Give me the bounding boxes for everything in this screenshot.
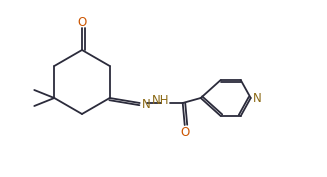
Text: NH: NH — [152, 95, 169, 107]
Text: O: O — [180, 125, 189, 138]
Text: N: N — [142, 98, 151, 110]
Text: N: N — [253, 92, 262, 104]
Text: O: O — [77, 16, 87, 28]
